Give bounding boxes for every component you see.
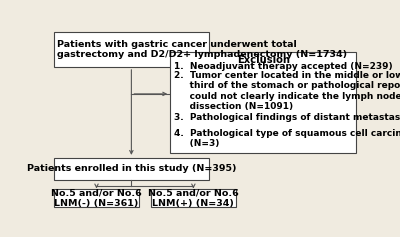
Text: No.5 and/or No.6
LNM(+) (N=34): No.5 and/or No.6 LNM(+) (N=34) xyxy=(148,188,239,208)
Text: 3.  Pathological findings of distant metastasis (N=6): 3. Pathological findings of distant meta… xyxy=(174,113,400,122)
Text: No.5 and/or No.6
LNM(-) (N=361): No.5 and/or No.6 LNM(-) (N=361) xyxy=(51,188,142,208)
Bar xyxy=(54,189,139,207)
Text: Patients enrolled in this study (N=395): Patients enrolled in this study (N=395) xyxy=(27,164,236,173)
Text: 4.  Pathological type of squamous cell carcinoma
     (N=3): 4. Pathological type of squamous cell ca… xyxy=(174,128,400,148)
Bar xyxy=(151,189,236,207)
Text: 2.  Tumor center located in the middle or lower
     third of the stomach or pat: 2. Tumor center located in the middle or… xyxy=(174,71,400,111)
Bar xyxy=(54,32,209,67)
Text: Patients with gastric cancer underwent total
gastrectomy and D2/D2+ lymphadenect: Patients with gastric cancer underwent t… xyxy=(57,40,347,59)
Text: Exclusion: Exclusion xyxy=(237,55,290,65)
Bar xyxy=(54,158,209,180)
Text: 1.  Neoadjuvant therapy accepted (N=239): 1. Neoadjuvant therapy accepted (N=239) xyxy=(174,62,393,71)
Bar xyxy=(170,51,356,153)
